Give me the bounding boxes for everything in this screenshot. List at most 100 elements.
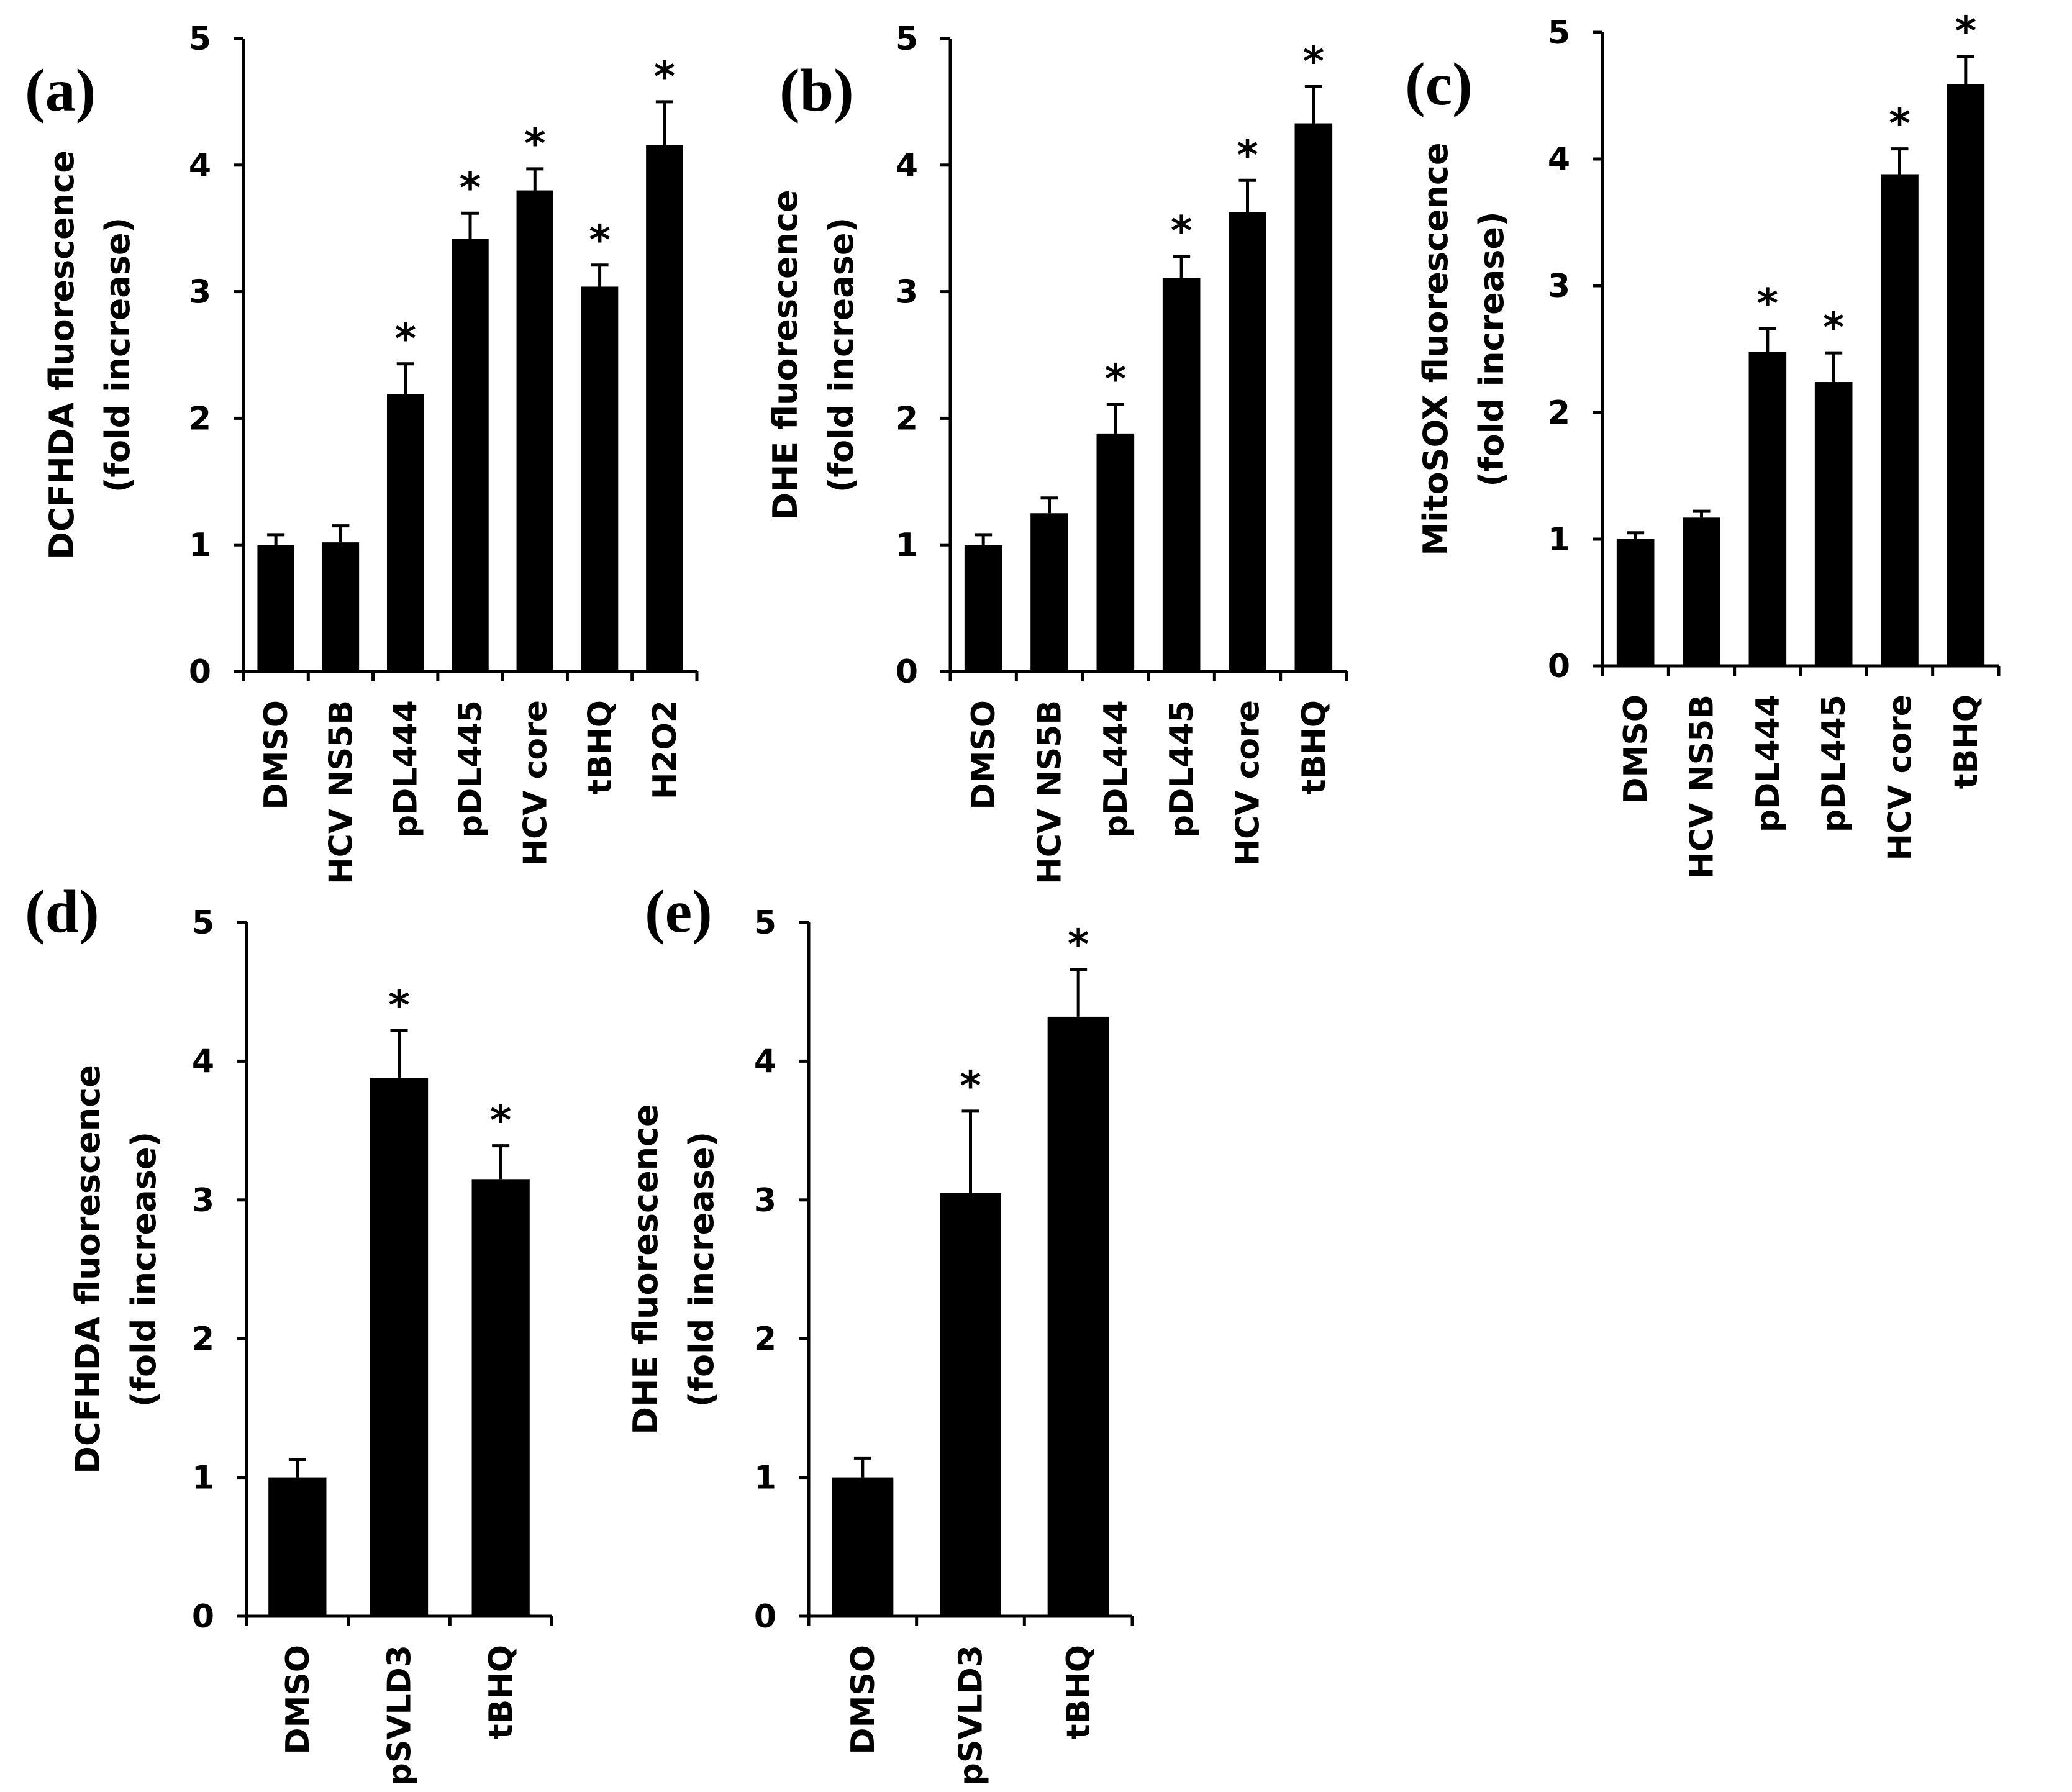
y-tick-label: 4	[189, 147, 211, 184]
bar-dmso	[832, 1477, 894, 1616]
y-axis-title: DHE fluorescence	[766, 189, 805, 520]
bar-tbhq	[1047, 1016, 1109, 1616]
x-category-label: pDL444	[388, 700, 425, 838]
y-tick-label: 1	[192, 1460, 214, 1497]
x-category-label: DMSO	[845, 1645, 882, 1755]
y-axis-subtitle: (fold increase)	[682, 1132, 721, 1407]
bar-pdl445	[452, 239, 489, 671]
x-category-label: DMSO	[279, 1645, 317, 1755]
x-category-label: pDL445	[452, 700, 489, 838]
bar-hcv-core	[1229, 212, 1266, 671]
x-category-label: HCV NS5B	[322, 700, 360, 885]
y-tick-label: 3	[896, 274, 918, 311]
panel-d: (d) DCFHDA fluorescence (fold increase) 0 1 2…	[25, 878, 553, 1786]
y-axis-subtitle: (fold increase)	[98, 217, 137, 493]
x-category-label: tBHQ	[582, 700, 619, 794]
significance-marker: *	[490, 1097, 512, 1145]
y-tick-label: 2	[754, 1321, 776, 1358]
x-category-label: HCV core	[517, 700, 554, 866]
x-category-label: pDL445	[1163, 700, 1201, 838]
bar-dmso	[964, 545, 1002, 671]
y-tick-label: 4	[754, 1043, 776, 1080]
y-axis-title: DCFHDA fluorescence	[68, 1065, 107, 1474]
y-tick-label: 2	[896, 400, 918, 437]
significance-marker: *	[1823, 304, 1845, 352]
y-tick-label: 3	[1548, 268, 1570, 305]
bar-hcv-core	[516, 190, 554, 671]
x-category-label: tBHQ	[1948, 694, 1985, 789]
significance-marker: *	[394, 315, 416, 363]
bar-hcv-ns5b	[1030, 513, 1068, 671]
bar-pdl445	[1814, 382, 1853, 666]
x-category-label: pDL444	[1097, 700, 1135, 838]
y-tick-label: 5	[1548, 14, 1570, 52]
bar-dmso	[268, 1477, 327, 1616]
panel-b: (b) DHE fluorescence (fold increase) 0 1 2 3 4 5…	[766, 20, 1348, 885]
panel-letter: (a)	[25, 57, 96, 124]
significance-marker: *	[1303, 37, 1325, 85]
bar-pdl444	[1096, 433, 1135, 671]
panel-letter: (c)	[1405, 51, 1473, 118]
y-axis-subtitle: (fold increase)	[124, 1132, 163, 1407]
y-tick-label: 2	[1548, 394, 1570, 432]
panel-letter: (d)	[25, 878, 99, 945]
y-axis-subtitle: (fold increase)	[822, 217, 861, 493]
significance-marker: *	[960, 1062, 981, 1110]
y-tick-label: 0	[189, 653, 211, 691]
significance-marker: *	[1889, 100, 1911, 148]
significance-marker: *	[388, 981, 410, 1029]
bar-tbhq	[1294, 123, 1333, 671]
y-tick-label: 2	[189, 400, 211, 437]
bar-tbhq	[581, 286, 619, 671]
y-tick-label: 5	[754, 904, 776, 942]
significance-marker: *	[524, 120, 546, 168]
significance-marker: *	[460, 164, 481, 212]
y-tick-label: 0	[896, 653, 918, 691]
y-axis-title: DHE fluorescence	[626, 1104, 665, 1434]
bar-hcv-ns5b	[322, 542, 360, 671]
y-axis-subtitle: (fold increase)	[1472, 211, 1511, 486]
bar-tbhq	[1947, 84, 1985, 666]
x-category-label: DMSO	[1617, 694, 1655, 804]
x-category-label: pDL445	[1815, 694, 1853, 832]
x-category-label: pSVLD3	[953, 1645, 990, 1786]
y-tick-label: 0	[1548, 648, 1570, 685]
y-tick-label: 2	[192, 1321, 214, 1358]
x-category-label: DMSO	[965, 700, 1002, 810]
significance-marker: *	[1757, 280, 1779, 327]
y-tick-label: 3	[192, 1182, 214, 1219]
bar-pdl444	[1748, 352, 1787, 666]
x-category-label: tBHQ	[483, 1645, 520, 1739]
x-category-label: HCV core	[1230, 700, 1267, 866]
y-tick-label: 1	[1548, 521, 1570, 558]
significance-marker: *	[654, 53, 676, 101]
panel-c: (c) MitoSOX fluorescence (fold increase) 0 1…	[1405, 7, 2001, 879]
x-category-label: HCV core	[1882, 694, 1919, 861]
x-category-label: pDL444	[1750, 694, 1787, 832]
y-tick-label: 5	[189, 20, 211, 58]
y-tick-label: 3	[189, 274, 211, 311]
y-tick-label: 4	[192, 1043, 214, 1080]
y-axis-title: DCFHDA fluorescence	[42, 150, 81, 560]
x-category-label: pSVLD3	[381, 1645, 419, 1786]
bar-hcv-core	[1881, 174, 1919, 666]
x-category-label: tBHQ	[1060, 1645, 1097, 1739]
y-tick-label: 1	[896, 527, 918, 564]
bar-tbhq	[471, 1179, 530, 1616]
panel-letter: (e)	[645, 878, 712, 945]
bar-h2o2	[646, 145, 683, 671]
y-tick-label: 4	[896, 147, 918, 184]
y-tick-label: 1	[189, 527, 211, 564]
x-category-label: H2O2	[647, 700, 684, 799]
panel-e: (e) DHE fluorescence (fold increase) 0 1 2 3 4 5…	[626, 878, 1134, 1786]
significance-marker: *	[1237, 131, 1258, 179]
significance-marker: *	[1068, 921, 1089, 968]
bar-dmso	[257, 545, 294, 671]
bar-psvld3	[940, 1193, 1001, 1616]
significance-marker: *	[1171, 207, 1193, 255]
panel-letter: (b)	[779, 57, 854, 124]
panel-a: (a) DCFHDA fluorescence (fold increase) 0 1 2…	[25, 20, 699, 885]
y-tick-label: 0	[754, 1598, 776, 1635]
significance-marker: *	[1955, 7, 1977, 55]
significance-marker: *	[589, 216, 611, 264]
